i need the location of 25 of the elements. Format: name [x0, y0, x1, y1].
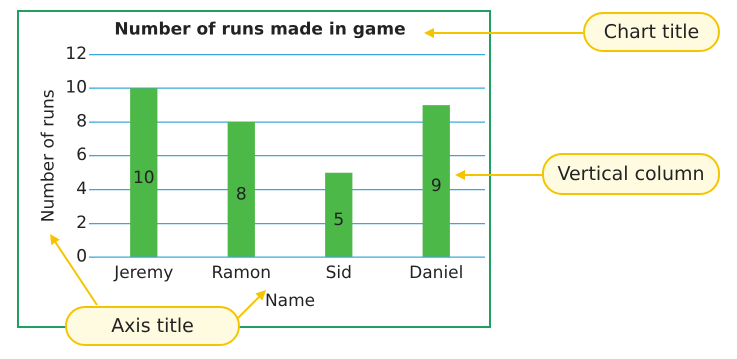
bar [228, 122, 255, 257]
data-label: 10 [132, 168, 155, 188]
bar [325, 172, 352, 257]
data-label: 9 [430, 176, 442, 196]
x-axis-title: Name [264, 291, 316, 312]
bar [422, 105, 450, 257]
bar [130, 88, 158, 257]
y-tick-label: 8 [76, 111, 88, 132]
callout-box: Vertical column [542, 153, 720, 195]
y-tick-label: 4 [76, 179, 88, 200]
y-tick-label: 12 [65, 44, 88, 64]
chart-title: Number of runs made in game [114, 20, 406, 40]
data-label: 5 [333, 210, 344, 230]
x-tick-label: Daniel [409, 262, 464, 283]
y-axis-title: Number of runs [38, 89, 59, 222]
callout-box: Chart title [583, 12, 720, 52]
y-tick-label: 10 [65, 78, 88, 98]
data-label: 8 [236, 184, 247, 205]
x-tick-label: Jeremy [113, 262, 174, 283]
y-tick-label: 2 [76, 212, 88, 233]
y-tick-label: 6 [76, 145, 88, 166]
x-tick-label: Sid [326, 262, 352, 283]
x-tick-label: Ramon [211, 262, 272, 283]
callout-box: Axis title [65, 306, 240, 346]
y-tick-label: 0 [76, 246, 88, 267]
